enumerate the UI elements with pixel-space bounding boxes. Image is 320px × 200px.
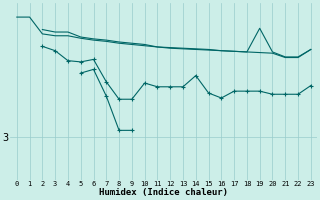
X-axis label: Humidex (Indice chaleur): Humidex (Indice chaleur) — [99, 188, 228, 197]
